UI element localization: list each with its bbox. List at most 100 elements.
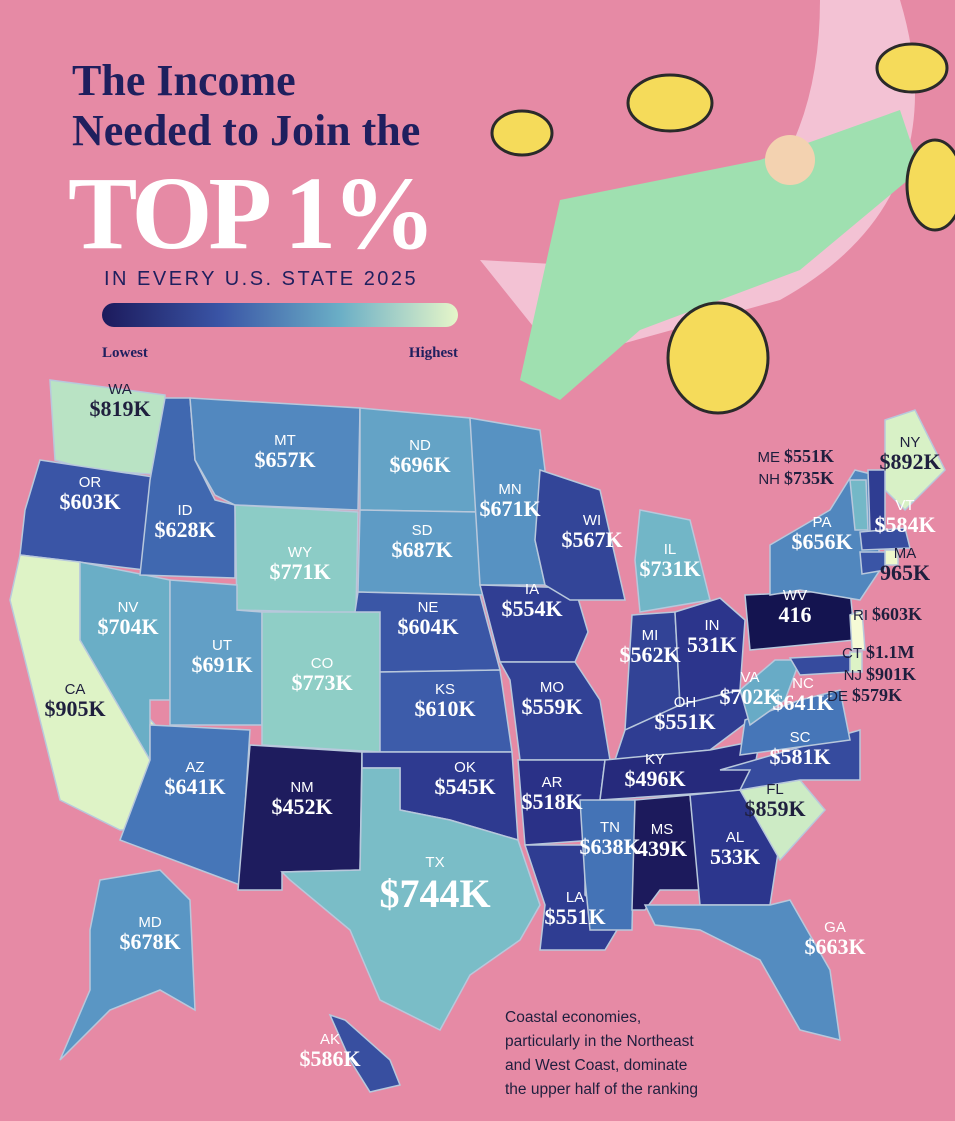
map-labels: WA$819KOR$603KCA$905KNV$704KID$628KMT$65… <box>44 381 940 1071</box>
decor-coins <box>490 42 955 415</box>
state-value: $678K <box>119 929 180 954</box>
state-value: $735K <box>784 468 834 488</box>
state-value: $657K <box>254 447 315 472</box>
state-value: $562K <box>619 642 680 667</box>
state-value: $584K <box>874 512 935 537</box>
map <box>9 379 946 1093</box>
state-abbr: NV <box>118 599 139 616</box>
state-region <box>579 799 636 931</box>
state-value: $579K <box>852 685 902 705</box>
state-abbr: NE <box>418 599 439 616</box>
state-abbr: MS <box>651 821 674 838</box>
state-region <box>59 869 196 1061</box>
state-value: $641K <box>164 774 225 799</box>
state-value: $773K <box>291 670 352 695</box>
state-region <box>328 1013 402 1093</box>
state-abbr: WA <box>108 381 132 398</box>
note-line: the upper half of the ranking <box>505 1081 698 1098</box>
state-abbr: MT <box>274 432 296 449</box>
state-value: $1.1M <box>866 642 915 662</box>
state-abbr: VA <box>741 669 760 686</box>
state-abbr: OH <box>674 694 697 711</box>
state-abbr: OR <box>79 474 102 491</box>
state-abbr: WV <box>783 587 807 604</box>
state-value: $731K <box>639 556 700 581</box>
state-abbr: KY <box>645 751 665 768</box>
state-abbr: GA <box>824 919 846 936</box>
state-value: $581K <box>769 744 830 769</box>
state-abbr: KS <box>435 681 455 698</box>
state-abbr: NY <box>900 434 921 451</box>
headline: TOP 1% <box>68 156 432 271</box>
state-abbr: CT <box>842 645 862 662</box>
state-value: $771K <box>269 559 330 584</box>
state-value: $656K <box>791 529 852 554</box>
state-value: $905K <box>44 696 105 721</box>
state-value: $704K <box>97 614 158 639</box>
state-abbr: MI <box>642 627 659 644</box>
state-abbr: FL <box>766 781 784 798</box>
state-abbr: CO <box>311 655 334 672</box>
state-region <box>739 659 802 727</box>
state-region <box>634 509 711 613</box>
state-abbr: MO <box>540 679 564 696</box>
state-region <box>719 729 861 791</box>
state-abbr: IA <box>525 581 539 598</box>
state-region <box>119 724 251 887</box>
state-abbr: AL <box>726 829 744 846</box>
state-value: $551K <box>654 709 715 734</box>
state-value: $452K <box>271 794 332 819</box>
state-abbr: MA <box>894 545 917 562</box>
state-region <box>534 468 626 601</box>
state-region <box>788 654 851 676</box>
state-abbr: LA <box>566 889 584 906</box>
decor-head <box>765 135 815 185</box>
state-value: $551K <box>544 904 605 929</box>
state-value: $702K <box>719 684 780 709</box>
state-region <box>674 597 746 706</box>
state-value: 965K <box>880 560 930 585</box>
decor-figure <box>520 110 920 400</box>
state-value: 416 <box>779 602 812 627</box>
state-value: $586K <box>299 1046 360 1071</box>
state-abbr: NH <box>758 471 780 488</box>
state-value: 439K <box>637 836 687 861</box>
state-abbr: NC <box>792 675 814 692</box>
state-value: $545K <box>434 774 495 799</box>
title-line: Needed to Join the <box>72 106 420 155</box>
state-value: $744K <box>379 871 490 916</box>
state-abbr: IN <box>705 617 720 634</box>
state-abbr: TN <box>600 819 620 836</box>
state-abbr: MD <box>138 914 161 931</box>
state-value: $567K <box>561 527 622 552</box>
state-value: $628K <box>154 517 215 542</box>
state-value: $641K <box>772 690 833 715</box>
state-abbr: AK <box>320 1031 340 1048</box>
state-value: $559K <box>521 694 582 719</box>
state-abbr: RI <box>853 607 868 624</box>
legend-low: Lowest <box>102 345 148 361</box>
state-region <box>643 899 841 1041</box>
state-abbr: MN <box>498 481 521 498</box>
state-value: 531K <box>687 632 737 657</box>
state-abbr: OK <box>454 759 476 776</box>
state-value: $603K <box>59 489 120 514</box>
state-abbr: TX <box>425 854 444 871</box>
state-value: $859K <box>744 796 805 821</box>
state-abbr: SC <box>790 729 811 746</box>
legend-bar <box>102 303 458 327</box>
state-value: $604K <box>397 614 458 639</box>
state-value: $603K <box>872 604 922 624</box>
state-abbr: CA <box>65 681 86 698</box>
state-region <box>859 551 886 575</box>
state-region <box>849 479 869 531</box>
state-value: $696K <box>389 452 450 477</box>
state-value: $687K <box>391 537 452 562</box>
state-value: $663K <box>804 934 865 959</box>
state-abbr: WY <box>288 544 312 561</box>
state-value: $691K <box>191 652 252 677</box>
state-abbr: AZ <box>185 759 204 776</box>
subtitle: IN EVERY U.S. STATE 2025 <box>104 268 418 290</box>
state-abbr: ID <box>178 502 193 519</box>
